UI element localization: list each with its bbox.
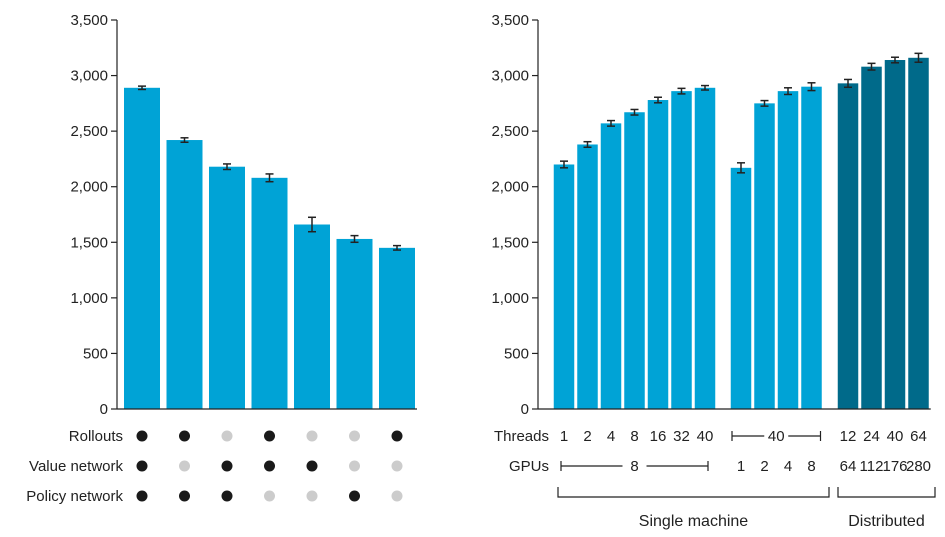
threads-label: 64 — [910, 428, 927, 445]
single-machine-bracket-label: Single machine — [639, 513, 749, 530]
threads-span-label-bg — [764, 427, 789, 445]
threads-label: 4 — [607, 428, 615, 445]
distributed-bracket — [837, 487, 936, 498]
dot-on — [221, 460, 233, 472]
threads-label: 40 — [697, 428, 714, 445]
right-bar — [694, 87, 716, 409]
right-bar — [777, 91, 799, 409]
left-y-tick-label: 0 — [100, 401, 108, 418]
dot-off — [306, 430, 318, 442]
threads-label: 16 — [650, 428, 667, 445]
dot-off — [349, 460, 360, 472]
dot-on — [349, 490, 360, 502]
right-bar — [861, 66, 882, 410]
left-bar — [209, 166, 245, 409]
right-y-tick-label: 2,500 — [491, 123, 529, 140]
gpus-label: 64 — [840, 458, 857, 475]
right-y-tick-label: 2,000 — [491, 179, 529, 196]
right-bar — [801, 86, 822, 409]
left-bar — [166, 140, 203, 409]
dot-on — [179, 430, 190, 442]
dot-off — [306, 490, 318, 502]
left-bar — [124, 87, 160, 409]
dot-on — [264, 460, 275, 472]
dot-on — [179, 490, 190, 502]
gpus-row-label: GPUs — [509, 458, 549, 475]
left-y-tick-label: 3,000 — [70, 68, 108, 85]
threads-label: 8 — [630, 428, 638, 445]
left-row-label: Value network — [29, 458, 123, 475]
gpus-label: 176 — [882, 458, 907, 475]
dot-on — [136, 460, 148, 472]
gpus-label: 2 — [760, 458, 768, 475]
single-machine-bracket — [557, 487, 830, 498]
gpus-span-label-bg — [622, 457, 647, 475]
right-bar — [624, 112, 645, 410]
dot-off — [264, 490, 275, 502]
right-bar — [600, 123, 622, 409]
threads-row-label: Threads — [494, 428, 549, 445]
right-y-tick-label: 1,500 — [491, 234, 529, 251]
dot-on — [136, 490, 148, 502]
distributed-bracket-label: Distributed — [848, 513, 924, 530]
dot-off — [349, 430, 360, 442]
left-y-tick-label: 2,000 — [70, 179, 108, 196]
right-bar — [730, 167, 752, 409]
right-bar — [908, 57, 929, 409]
right-y-tick-label: 0 — [521, 401, 529, 418]
left-bar — [294, 224, 330, 409]
right-y-tick-label: 3,000 — [491, 68, 529, 85]
threads-span-label: 40 — [768, 428, 785, 445]
gpus-span-label: 8 — [630, 458, 638, 475]
dot-on — [221, 490, 233, 502]
dot-off — [221, 430, 233, 442]
right-bar — [553, 164, 575, 409]
gpus-label: 1 — [737, 458, 745, 475]
threads-label: 12 — [840, 428, 857, 445]
threads-label: 2 — [583, 428, 591, 445]
left-y-tick-label: 1,500 — [70, 234, 108, 251]
right-bar — [577, 144, 598, 410]
threads-label: 32 — [673, 428, 690, 445]
dot-on — [391, 430, 403, 442]
right-bar — [884, 60, 906, 410]
right-bar — [647, 100, 669, 409]
dot-off — [391, 490, 403, 502]
dot-on — [306, 460, 318, 472]
left-row-label: Policy network — [26, 488, 123, 505]
left-row-label: Rollouts — [69, 428, 123, 445]
gpus-label: 112 — [860, 458, 884, 475]
left-y-tick-label: 1,000 — [70, 290, 108, 307]
gpus-label: 4 — [784, 458, 792, 475]
dot-on — [136, 430, 148, 442]
right-bar — [837, 83, 859, 409]
left-y-tick-label: 500 — [83, 345, 108, 362]
dot-on — [264, 430, 275, 442]
left-bar — [251, 177, 288, 409]
left-bar — [379, 247, 415, 409]
dot-off — [179, 460, 190, 472]
left-bar — [336, 238, 373, 409]
gpus-label: 280 — [906, 458, 931, 475]
right-y-tick-label: 3,500 — [491, 12, 529, 29]
right-bar — [671, 91, 692, 409]
threads-label: 1 — [560, 428, 568, 445]
right-y-tick-label: 500 — [504, 345, 529, 362]
gpus-label: 8 — [807, 458, 815, 475]
left-y-tick-label: 2,500 — [70, 123, 108, 140]
right-bar — [754, 103, 775, 409]
left-y-tick-label: 3,500 — [70, 12, 108, 29]
threads-label: 40 — [887, 428, 904, 445]
right-y-tick-label: 1,000 — [491, 290, 529, 307]
threads-label: 24 — [863, 428, 880, 445]
dot-off — [391, 460, 403, 472]
